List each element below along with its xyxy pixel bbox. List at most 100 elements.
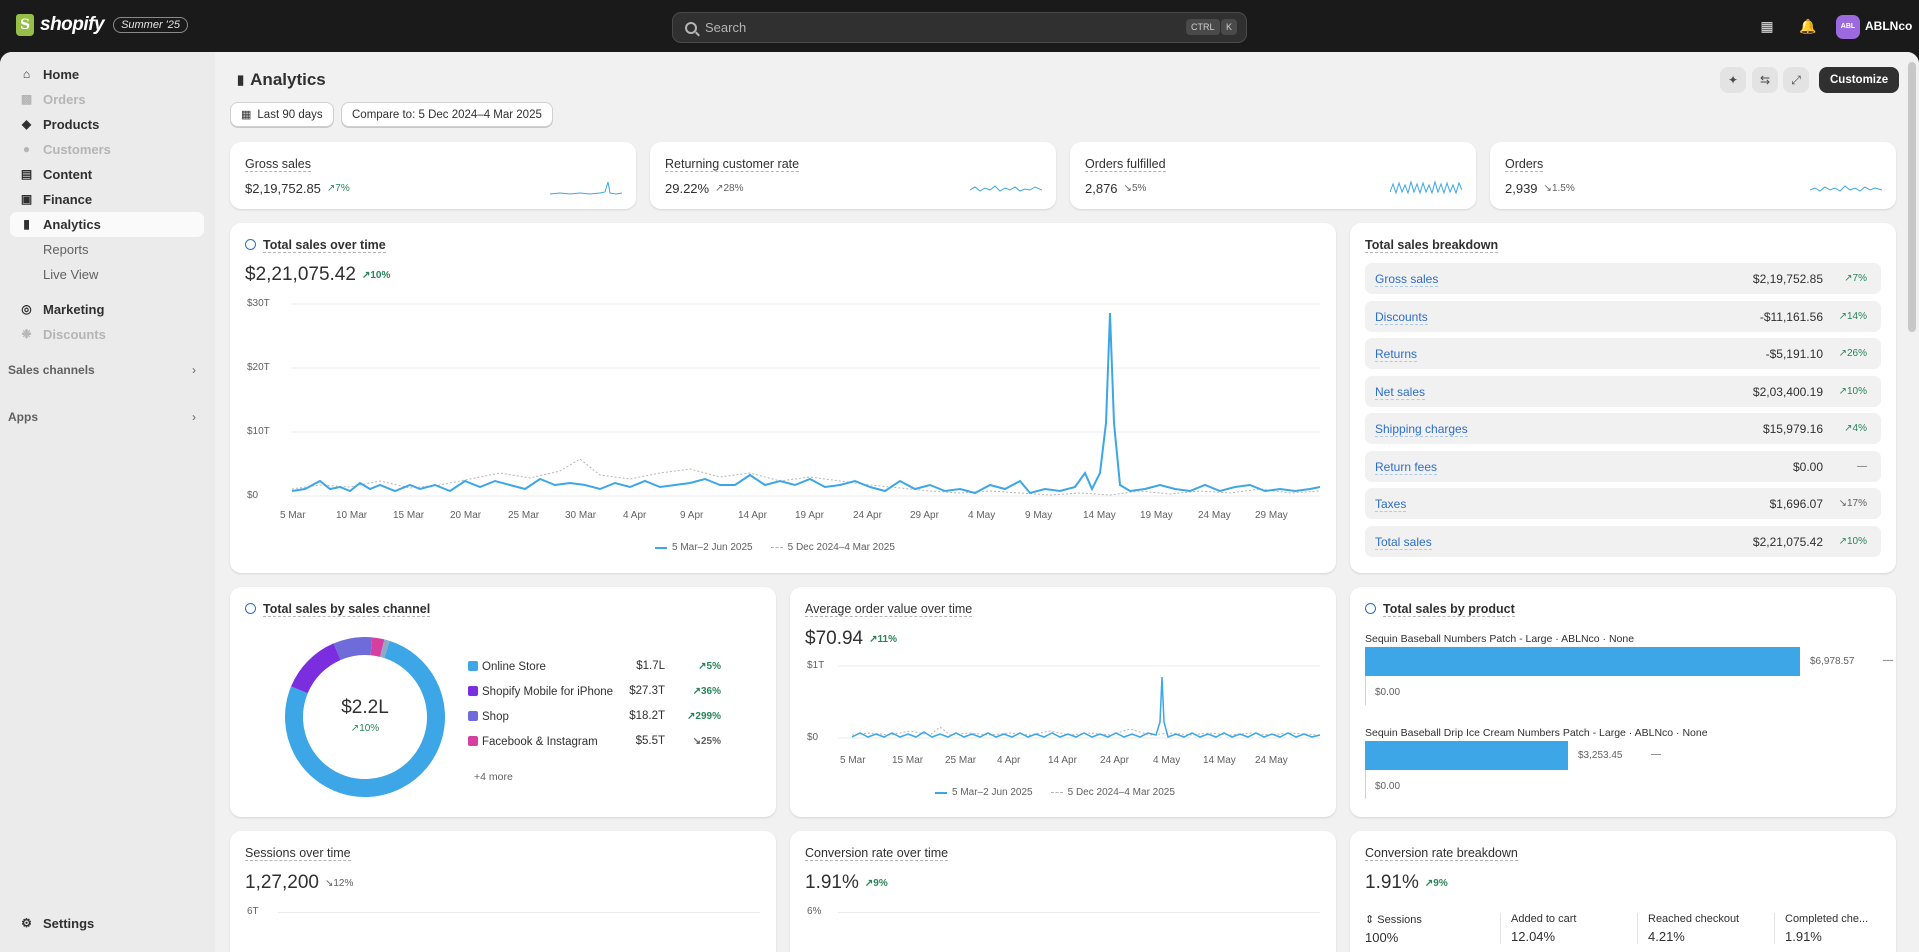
- sparkle-icon[interactable]: ✦: [1720, 67, 1746, 93]
- delta-text: 299%: [695, 711, 721, 722]
- breakdown-label[interactable]: Net sales: [1375, 384, 1426, 400]
- breakdown-label[interactable]: Total sales: [1375, 534, 1432, 550]
- chevron-right-icon[interactable]: ›: [192, 363, 196, 377]
- channel-legend-row[interactable]: Facebook & Instagram $5.5T ↘25%: [468, 735, 721, 748]
- funnel-step-checkout[interactable]: Reached checkout 4.21%: [1637, 913, 1739, 944]
- x-tick: 25 Mar: [945, 755, 977, 766]
- big-value-text: 1.91%: [805, 872, 859, 893]
- info-icon[interactable]: [245, 603, 256, 614]
- person-icon: ●: [22, 142, 31, 156]
- sidebar-item-live-view[interactable]: Live View: [10, 262, 204, 287]
- info-icon[interactable]: [245, 239, 256, 250]
- shopify-logo[interactable]: shopify Summer '25: [16, 14, 189, 36]
- avatar[interactable]: ABL: [1836, 15, 1860, 39]
- breakdown-label[interactable]: Gross sales: [1375, 272, 1439, 287]
- search-input[interactable]: Search CTRL K: [672, 12, 1247, 43]
- date-range-label: Last 90 days: [257, 108, 323, 121]
- channel-legend-row[interactable]: Shop $18.2T ↗299%: [468, 710, 721, 723]
- legend-swatch: [468, 711, 478, 721]
- scroll-thumb[interactable]: [1908, 62, 1916, 332]
- sidebar-item-reports[interactable]: Reports: [10, 237, 204, 262]
- store-name[interactable]: ABLNco: [1865, 19, 1913, 33]
- kpi-title: Orders fulfilled: [1085, 157, 1166, 172]
- product-bar-value: $6,978.57: [1810, 656, 1855, 667]
- sidebar-item-label: Products: [43, 117, 100, 132]
- sidebar-item-marketing[interactable]: ◎ Marketing: [10, 297, 204, 322]
- kpi-card-orders[interactable]: Orders 2,939 ↘1.5%: [1490, 142, 1896, 209]
- bar-axis: [1365, 647, 1366, 705]
- sidebar-item-analytics[interactable]: ▮ Analytics: [10, 212, 204, 237]
- breakdown-row[interactable]: Discounts -$11,161.56 ↗14%: [1365, 300, 1881, 332]
- x-tick: 20 Mar: [450, 510, 482, 521]
- sidebar-item-label: Discounts: [43, 327, 106, 342]
- conversion-value: 1.91% ↗9%: [805, 872, 888, 894]
- sidebar-item-customers[interactable]: ● Customers: [10, 137, 204, 162]
- x-tick: 24 May: [1198, 510, 1231, 521]
- delta-text: —: [1857, 460, 1867, 472]
- breakdown-label[interactable]: Shipping charges: [1375, 422, 1468, 437]
- date-range-button[interactable]: ▦ Last 90 days: [230, 102, 334, 127]
- shopify-bag-icon: [16, 14, 34, 36]
- sidebar-item-content[interactable]: ▤ Content: [10, 162, 204, 187]
- breakdown-row[interactable]: Net sales $2,03,400.19 ↗10%: [1365, 375, 1881, 407]
- funnel-step-completed[interactable]: Completed che... 1.91%: [1774, 913, 1868, 944]
- breakdown-row[interactable]: Returns -$5,191.10 ↗26%: [1365, 338, 1881, 369]
- breakdown-row[interactable]: Taxes $1,696.07 ↘17%: [1365, 488, 1881, 519]
- sidebar-item-orders[interactable]: ▩ Orders: [10, 87, 204, 112]
- y-tick: $0: [807, 732, 819, 743]
- x-tick: 4 Apr: [997, 755, 1021, 766]
- page-scrollbar[interactable]: [1905, 52, 1919, 952]
- product-bar[interactable]: [1365, 741, 1568, 770]
- more-channels-link[interactable]: +4 more: [474, 771, 513, 783]
- delta-text: 25%: [700, 736, 721, 747]
- chevron-right-icon[interactable]: ›: [192, 410, 196, 424]
- kpi-delta: ↘5%: [1123, 183, 1147, 194]
- sessions-value: 1,27,200 ↘12%: [245, 872, 353, 894]
- card-title: Total sales by sales channel: [245, 602, 431, 617]
- customize-button[interactable]: Customize: [1819, 67, 1900, 93]
- breakdown-label[interactable]: Taxes: [1375, 497, 1407, 512]
- refresh-icon[interactable]: ⇆: [1752, 67, 1778, 93]
- bell-icon[interactable]: 🔔: [1799, 18, 1817, 34]
- legend-line-current: [935, 791, 947, 794]
- sidebar-item-settings[interactable]: ⚙ Settings: [10, 911, 204, 936]
- breakdown-label[interactable]: Discounts: [1375, 309, 1428, 325]
- product-bar[interactable]: [1365, 647, 1800, 676]
- y-tick: 6T: [247, 906, 259, 917]
- x-tick: 25 Mar: [508, 510, 540, 521]
- sidebar-item-finance[interactable]: ▣ Finance: [10, 187, 204, 212]
- shortcut-k-key: K: [1221, 19, 1238, 35]
- funnel-step-cart[interactable]: Added to cart 12.04%: [1500, 913, 1576, 944]
- product-previous-value: $0.00: [1375, 781, 1401, 792]
- breakdown-row[interactable]: Gross sales $2,19,752.85 ↗7%: [1365, 263, 1881, 294]
- channel-legend-row[interactable]: Shopify Mobile for iPhone $27.3T ↗36%: [468, 685, 721, 698]
- legend-line-current: [655, 546, 667, 549]
- x-tick: 10 Mar: [336, 510, 368, 521]
- main-content: ▮ Analytics ▦ Last 90 days Compare to: 5…: [215, 52, 1919, 952]
- kpi-sparkline: [550, 181, 622, 195]
- logo-text: shopify: [40, 14, 105, 35]
- sidebar-item-products[interactable]: ◆ Products: [10, 112, 204, 137]
- delta-badge: ↗9%: [1424, 877, 1448, 889]
- info-icon[interactable]: [1365, 603, 1376, 614]
- breakdown-row[interactable]: Return fees $0.00 —: [1365, 450, 1881, 482]
- funnel-step-sessions[interactable]: ⇕ Sessions 100%: [1365, 913, 1422, 945]
- expand-icon[interactable]: ⤢: [1783, 67, 1809, 93]
- kpi-card-gross-sales[interactable]: Gross sales $2,19,752.85 ↗7%: [230, 142, 636, 209]
- compare-button[interactable]: Compare to: 5 Dec 2024–4 Mar 2025: [341, 102, 553, 127]
- apps-heading[interactable]: Apps: [8, 410, 38, 424]
- sidebar-item-home[interactable]: ⌂ Home: [10, 62, 204, 87]
- kpi-card-returning-rate[interactable]: Returning customer rate 29.22% ↗28%: [650, 142, 1056, 209]
- breakdown-label[interactable]: Return fees: [1375, 459, 1438, 475]
- sidebar-item-discounts[interactable]: ❉ Discounts: [10, 322, 204, 347]
- gridline: [278, 912, 760, 913]
- edition-badge[interactable]: Summer '25: [113, 17, 189, 33]
- breakdown-row[interactable]: Total sales $2,21,075.42 ↗10%: [1365, 525, 1881, 557]
- breakdown-label[interactable]: Returns: [1375, 347, 1418, 362]
- breakdown-row[interactable]: Shipping charges $15,979.16 ↗4%: [1365, 413, 1881, 444]
- kpi-card-orders-fulfilled[interactable]: Orders fulfilled 2,876 ↘5%: [1070, 142, 1476, 209]
- sales-channels-heading[interactable]: Sales channels: [8, 363, 95, 377]
- x-tick: 9 Apr: [680, 510, 704, 521]
- channel-legend-row[interactable]: Online Store $1.7L ↗5%: [468, 660, 721, 673]
- inbox-icon[interactable]: ▦: [1760, 18, 1774, 34]
